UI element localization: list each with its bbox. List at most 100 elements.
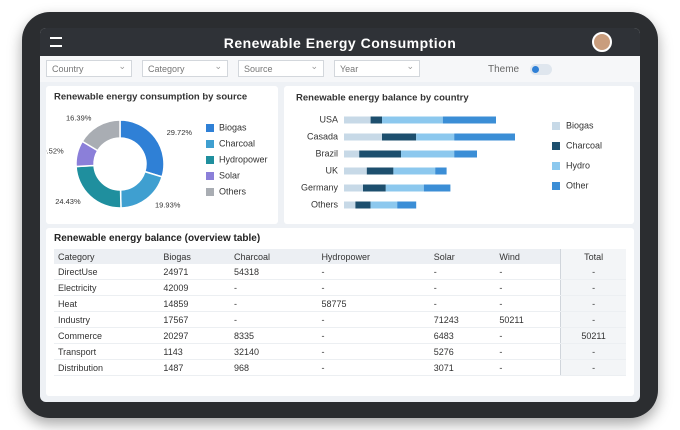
bar-segment (344, 116, 371, 124)
bar-segment (382, 116, 443, 124)
table-cell: DirectUse (54, 264, 160, 280)
table-cell: 50211 (560, 327, 626, 344)
table-cell: - (560, 311, 626, 328)
table-cell: - (317, 279, 430, 296)
legend-label: Charcoal (219, 138, 255, 148)
table-cell: - (560, 295, 626, 312)
bar-segment (401, 150, 455, 158)
bar-segment (435, 167, 447, 175)
bar-segment (385, 184, 424, 192)
table-cell: 20297 (159, 327, 230, 344)
header: Renewable Energy Consumption (40, 28, 640, 56)
pie-slice (75, 164, 122, 209)
filter-dropdown[interactable]: Source (238, 58, 324, 77)
table-cell: 1487 (159, 359, 230, 376)
table-cell: - (317, 343, 430, 360)
bar-segment (397, 201, 417, 209)
table-cell: 24971 (159, 264, 230, 280)
table-cell: - (429, 295, 496, 312)
column-header: Charcoal (229, 249, 318, 264)
table-cell: Distribution (54, 359, 160, 376)
table-cell: - (229, 279, 318, 296)
table-row: Commerce 20297 8335-6483-50211 (54, 327, 626, 344)
legend-swatch (552, 182, 560, 190)
filter-dropdown[interactable]: Year (334, 58, 420, 77)
bar-segment (393, 167, 436, 175)
table-cell: - (560, 279, 626, 296)
column-header: Wind (495, 249, 561, 264)
table-cell: 58775 (317, 295, 430, 312)
table-cell: - (429, 264, 496, 280)
filter-dropdown[interactable]: Category (142, 58, 228, 77)
bar-segment (454, 150, 477, 158)
table-cell: - (495, 279, 561, 296)
table-cell: Commerce (54, 327, 160, 344)
table-cell: 14859 (159, 295, 230, 312)
table-cell: 54318 (229, 264, 318, 280)
legend-swatch (206, 140, 214, 148)
y-tick-label: Others (311, 199, 339, 209)
filter-bar: Theme Country Category Source Year (40, 56, 640, 82)
table-cell: - (317, 327, 430, 344)
column-header: Biogas (159, 249, 230, 264)
menu-button[interactable] (50, 37, 62, 47)
slice-label: 9.52% (46, 147, 64, 156)
table-cell: - (495, 343, 561, 360)
table-cell: 8335 (229, 327, 318, 344)
table-row: Heat 14859-58775- - - (54, 295, 626, 312)
bar-segment (370, 116, 382, 124)
table-cell: - (317, 264, 430, 280)
app-title: Renewable Energy Consumption (223, 35, 457, 51)
y-tick-label: USA (319, 114, 338, 124)
table-cell: 968 (229, 359, 318, 376)
table-cell: - (317, 359, 430, 376)
y-tick-label: Casada (307, 131, 338, 141)
bar-segment (366, 167, 394, 175)
table-cell: - (229, 295, 318, 312)
bar-segment (355, 201, 371, 209)
theme-toggle[interactable] (530, 64, 552, 75)
bar-chart: Renewable energy balance by country USA Ca… (296, 93, 602, 210)
bar-segment (382, 133, 417, 141)
overview-table: Category Biogas Charcoal Hydropower Solar Win… (54, 249, 626, 376)
table-cell: - (495, 264, 561, 280)
table-row: Electricity 42009- - - - - (54, 279, 626, 296)
legend-label: Other (566, 180, 589, 190)
bar-segment (344, 184, 363, 192)
table-cell: 50211 (495, 311, 561, 328)
slice-label: 24.43% (55, 197, 81, 206)
table-cell: 6483 (429, 327, 496, 344)
pie-slice (81, 119, 121, 152)
table-cell: 32140 (229, 343, 318, 360)
bar-segment (454, 133, 515, 141)
table-cell: - (429, 279, 496, 296)
bar-segment (344, 167, 367, 175)
legend-swatch (206, 188, 214, 196)
bar-segment (344, 201, 356, 209)
y-tick-label: UK (325, 165, 338, 175)
legend-label: Hydropower (219, 154, 268, 164)
table-cell: 5276 (429, 343, 496, 360)
bar-segment (344, 150, 360, 158)
column-header: Category (54, 249, 160, 264)
legend-label: Hydro (566, 160, 590, 170)
bar-segment (359, 150, 401, 158)
legend-swatch (552, 122, 560, 130)
legend-swatch (552, 142, 560, 150)
user-avatar[interactable] (592, 32, 612, 52)
table-cell: - (495, 327, 561, 344)
table-cell: - (495, 295, 561, 312)
filter-dropdown[interactable]: Country (46, 58, 132, 77)
table-cell: 42009 (159, 279, 230, 296)
table-row: Distribution 1487 968-3071- - (54, 359, 626, 376)
bar-segment (344, 133, 382, 141)
legend-label: Solar (219, 170, 240, 180)
table-cell: 71243 (429, 311, 496, 328)
bar-segment (370, 201, 398, 209)
table-row: Industry 17567- -71243 50211- (54, 311, 626, 328)
bar-segment (423, 184, 451, 192)
bar-segment (442, 116, 496, 124)
table-panel: Renewable energy balance (overview table… (46, 228, 634, 396)
table-title: Renewable energy balance (overview table… (54, 233, 261, 244)
table-cell: Electricity (54, 279, 160, 296)
